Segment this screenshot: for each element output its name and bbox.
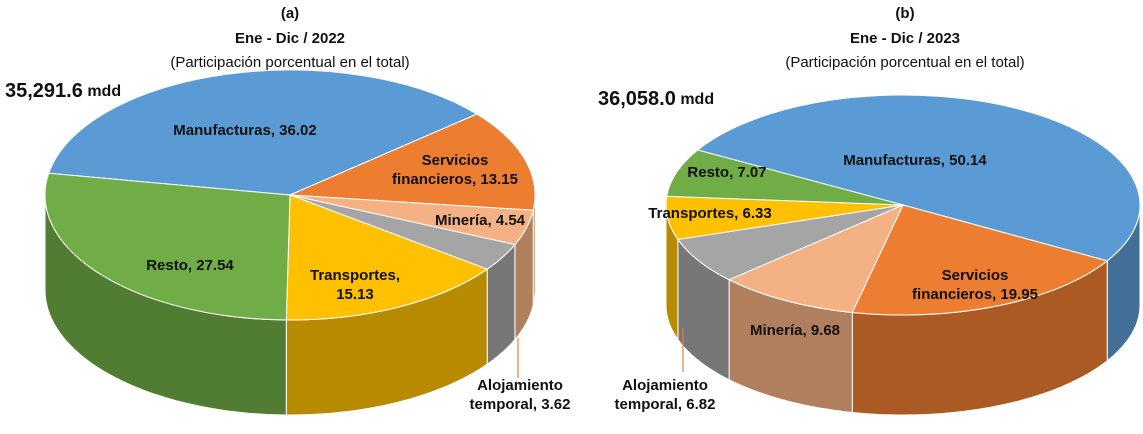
slice-label: Alojamiento temporal, 6.82 [600, 372, 730, 418]
value-label: 50.14 [949, 151, 987, 169]
slice-label-box: Transportes, 6.33 [640, 190, 780, 236]
slice-label-box: Minería, 9.68 [730, 307, 860, 353]
slice-label-box: Transportes, 15.13 [290, 262, 420, 308]
slice-label-text: Alojamiento temporal, 6.82 [600, 376, 730, 414]
slice-label-box: Resto, 27.54 [120, 242, 260, 288]
category-label: Servicios financieros, [392, 152, 489, 188]
category-label: Minería, [434, 211, 492, 229]
slice [289, 113, 536, 211]
category-label: Alojamiento temporal, [614, 377, 708, 413]
chart-title: (b) [895, 5, 914, 22]
value-label: 15.13 [336, 286, 374, 303]
chart-title: (a) [281, 5, 299, 22]
category-label: Transportes, [648, 204, 739, 222]
slice-label: Servicios financieros, 19.95 [905, 262, 1045, 308]
value-label: 13.15 [480, 171, 518, 188]
category-label: Servicios financieros, [912, 267, 1009, 303]
slice-label-text: Minería, 9.68 [750, 321, 840, 340]
slice [696, 94, 1141, 262]
total-value: 36,058.0 [598, 88, 676, 110]
slice-label-box: Servicios financieros, 13.15 [380, 147, 530, 193]
total: 36,058.0 mdd [598, 88, 714, 110]
slice-label-text: Manufacturas, 36.02 [173, 121, 316, 140]
slice-label-box: Manufacturas, 50.14 [840, 137, 990, 183]
slice-label-text: Manufacturas, 50.14 [843, 151, 986, 170]
slice-label-text: Resto, 7.07 [687, 163, 766, 182]
slice [851, 204, 1109, 316]
category-label: Manufacturas, [843, 151, 945, 169]
slice-label-text: Resto, 27.54 [146, 256, 234, 275]
slice-label: Minería, 4.54 [420, 197, 540, 243]
value-label: 27.54 [196, 256, 234, 274]
slice-label: Manufacturas, 36.02 [170, 107, 320, 153]
slice-label: Transportes, 6.33 [640, 190, 780, 236]
slice-label: Transportes, 15.13 [290, 262, 420, 308]
category-label: Transportes, [309, 267, 401, 284]
slice-label: Manufacturas, 50.14 [840, 137, 990, 183]
slice-label-text: Servicios financieros, 13.15 [380, 151, 530, 189]
value-label: 7.07 [737, 163, 767, 181]
value-label: 9.68 [810, 321, 841, 339]
slice-label-box: Alojamiento temporal, 6.82 [600, 372, 730, 418]
value-label: 4.54 [495, 211, 526, 229]
value-label: 6.82 [686, 396, 716, 413]
slice-label: Resto, 27.54 [120, 242, 260, 288]
slice-label-box: Manufacturas, 36.02 [170, 107, 320, 153]
slice [666, 149, 904, 206]
slice-label-text: Servicios financieros, 19.95 [905, 266, 1045, 304]
slice-label-box: Resto, 7.07 [667, 149, 787, 195]
chart-period: Ene - Dic / 2022 [235, 30, 345, 47]
slice-label-text: Minería, 4.54 [435, 211, 525, 230]
slice-label-box: Minería, 4.54 [420, 197, 540, 243]
category-label: Resto, [146, 256, 193, 274]
total-value: 35,291.6 [5, 80, 83, 102]
value-label: 6.33 [742, 204, 772, 222]
slice-label: Servicios financieros, 13.15 [380, 147, 530, 193]
total-unit: mdd [87, 83, 121, 100]
category-label: Alojamiento temporal, [469, 377, 563, 413]
slice-label-box: Servicios financieros, 19.95 [905, 262, 1045, 308]
slice [727, 204, 905, 313]
chart-subtitle: (Participación porcentual en el total) [170, 54, 409, 71]
slice-label: Resto, 7.07 [667, 149, 787, 195]
category-label: Minería, [749, 321, 807, 339]
slice [48, 69, 478, 196]
chart-period: Ene - Dic / 2023 [850, 30, 960, 47]
slice-label-text: Transportes, 15.13 [290, 266, 420, 304]
slice-label: Minería, 9.68 [730, 307, 860, 353]
total: 35,291.6 mdd [5, 80, 121, 102]
total-unit: mdd [680, 91, 714, 108]
category-label: Resto, [687, 163, 734, 181]
slice [44, 172, 291, 321]
value-label: 3.62 [541, 396, 571, 413]
slice-label: Alojamiento temporal, 3.62 [450, 372, 590, 418]
chart-subtitle: (Participación porcentual en el total) [785, 54, 1024, 71]
slice [285, 194, 489, 321]
value-label: 36.02 [279, 121, 317, 139]
slice-label-text: Alojamiento temporal, 3.62 [450, 376, 590, 414]
category-label: Manufacturas, [173, 121, 275, 139]
slice-label-text: Transportes, 6.33 [648, 204, 771, 223]
slice-label-box: Alojamiento temporal, 3.62 [450, 372, 590, 418]
value-label: 19.95 [1000, 286, 1038, 303]
